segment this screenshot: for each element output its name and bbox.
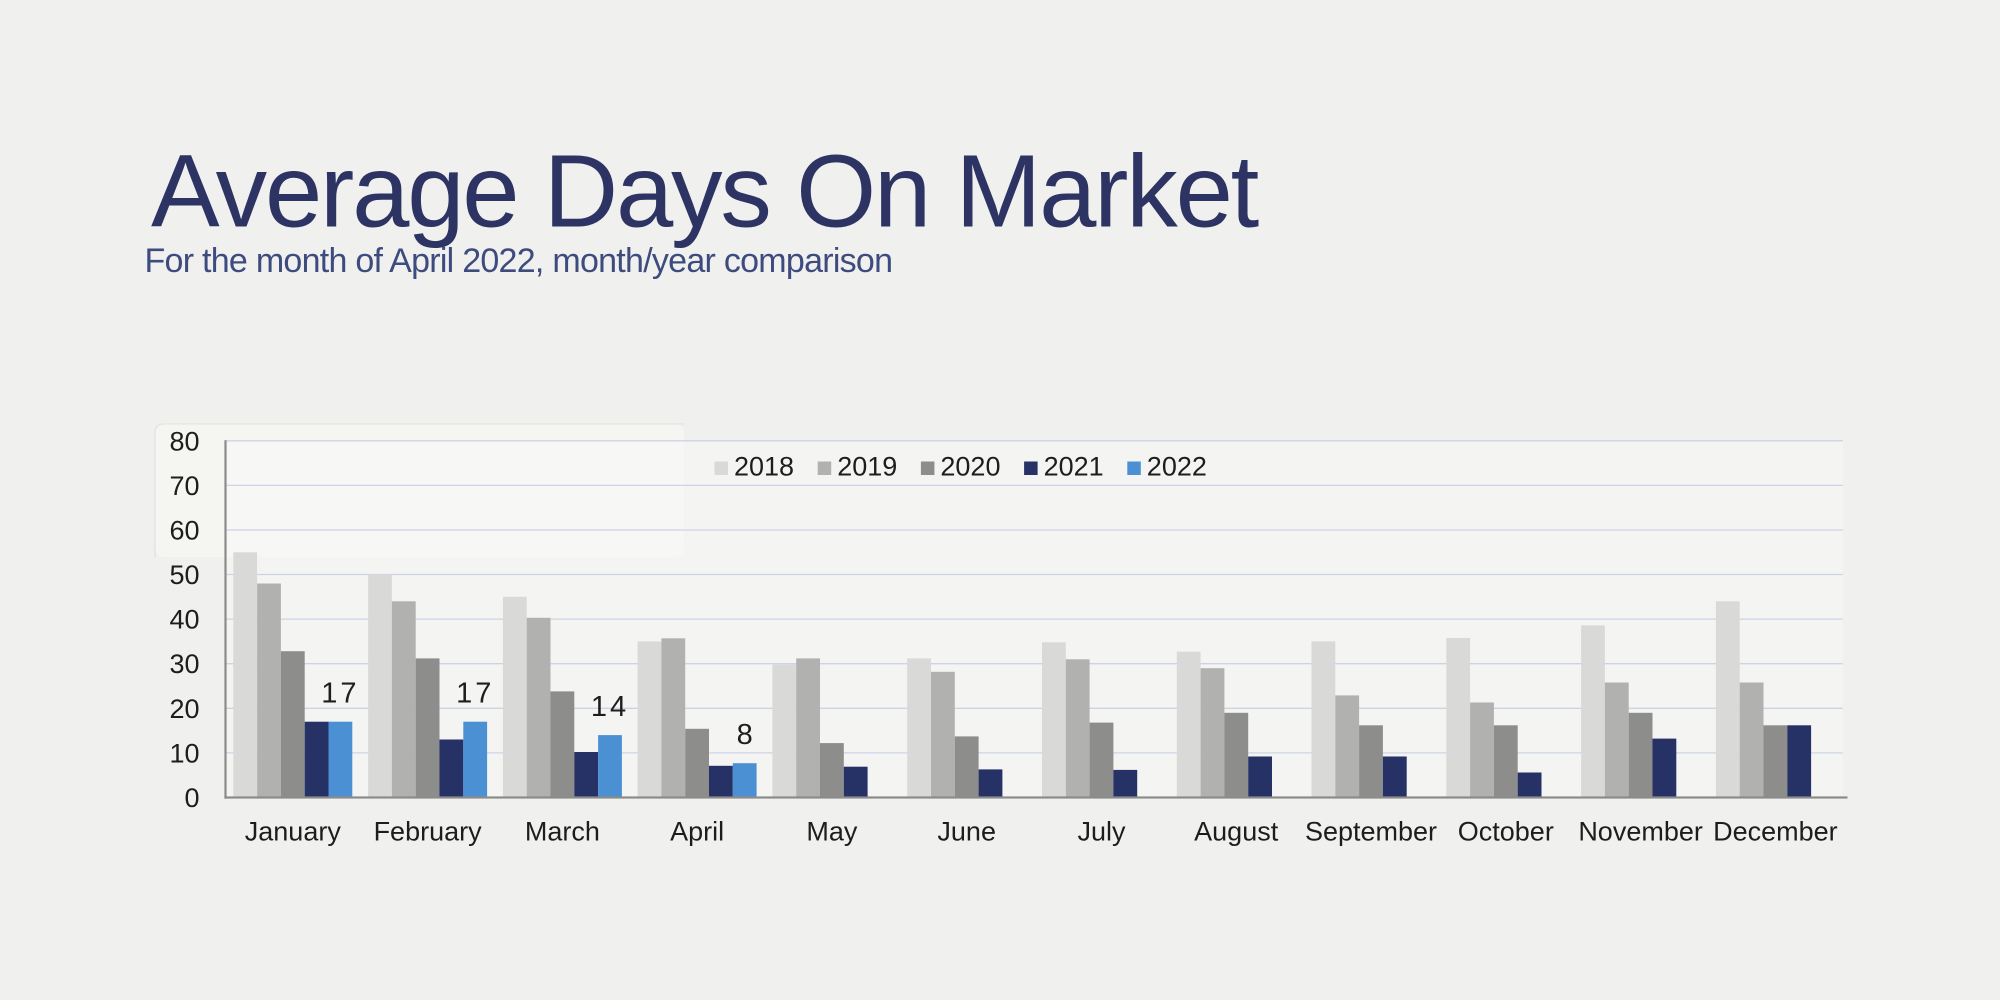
svg-text:2019: 2019 xyxy=(837,452,897,482)
svg-text:17: 17 xyxy=(321,678,359,710)
svg-text:June: June xyxy=(937,817,996,847)
svg-text:Average Days On Market: Average Days On Market xyxy=(151,134,1259,249)
svg-text:20: 20 xyxy=(169,694,199,724)
svg-text:September: September xyxy=(1305,817,1437,847)
svg-text:May: May xyxy=(806,817,858,847)
svg-text:August: August xyxy=(1194,817,1279,847)
svg-text:0: 0 xyxy=(184,783,199,813)
svg-text:17: 17 xyxy=(456,678,494,710)
svg-text:8: 8 xyxy=(737,719,753,751)
svg-text:2018: 2018 xyxy=(734,452,794,482)
svg-text:40: 40 xyxy=(169,605,199,635)
svg-text:February: February xyxy=(374,817,483,847)
svg-text:October: October xyxy=(1458,817,1554,847)
svg-text:50: 50 xyxy=(169,560,199,590)
svg-text:December: December xyxy=(1713,817,1838,847)
svg-text:2020: 2020 xyxy=(940,452,1000,482)
svg-text:March: March xyxy=(525,817,600,847)
svg-text:January: January xyxy=(245,817,342,847)
svg-text:For the month of April 2022, m: For the month of April 2022, month/year … xyxy=(145,242,893,280)
svg-text:April: April xyxy=(670,817,724,847)
svg-text:10: 10 xyxy=(169,738,199,768)
svg-text:2022: 2022 xyxy=(1147,452,1207,482)
svg-text:14: 14 xyxy=(591,691,629,723)
svg-text:60: 60 xyxy=(169,516,199,546)
svg-text:July: July xyxy=(1077,817,1126,847)
svg-text:November: November xyxy=(1578,817,1703,847)
svg-text:80: 80 xyxy=(169,426,199,456)
svg-text:70: 70 xyxy=(169,471,199,501)
svg-text:30: 30 xyxy=(169,649,199,679)
svg-text:2021: 2021 xyxy=(1044,452,1104,482)
